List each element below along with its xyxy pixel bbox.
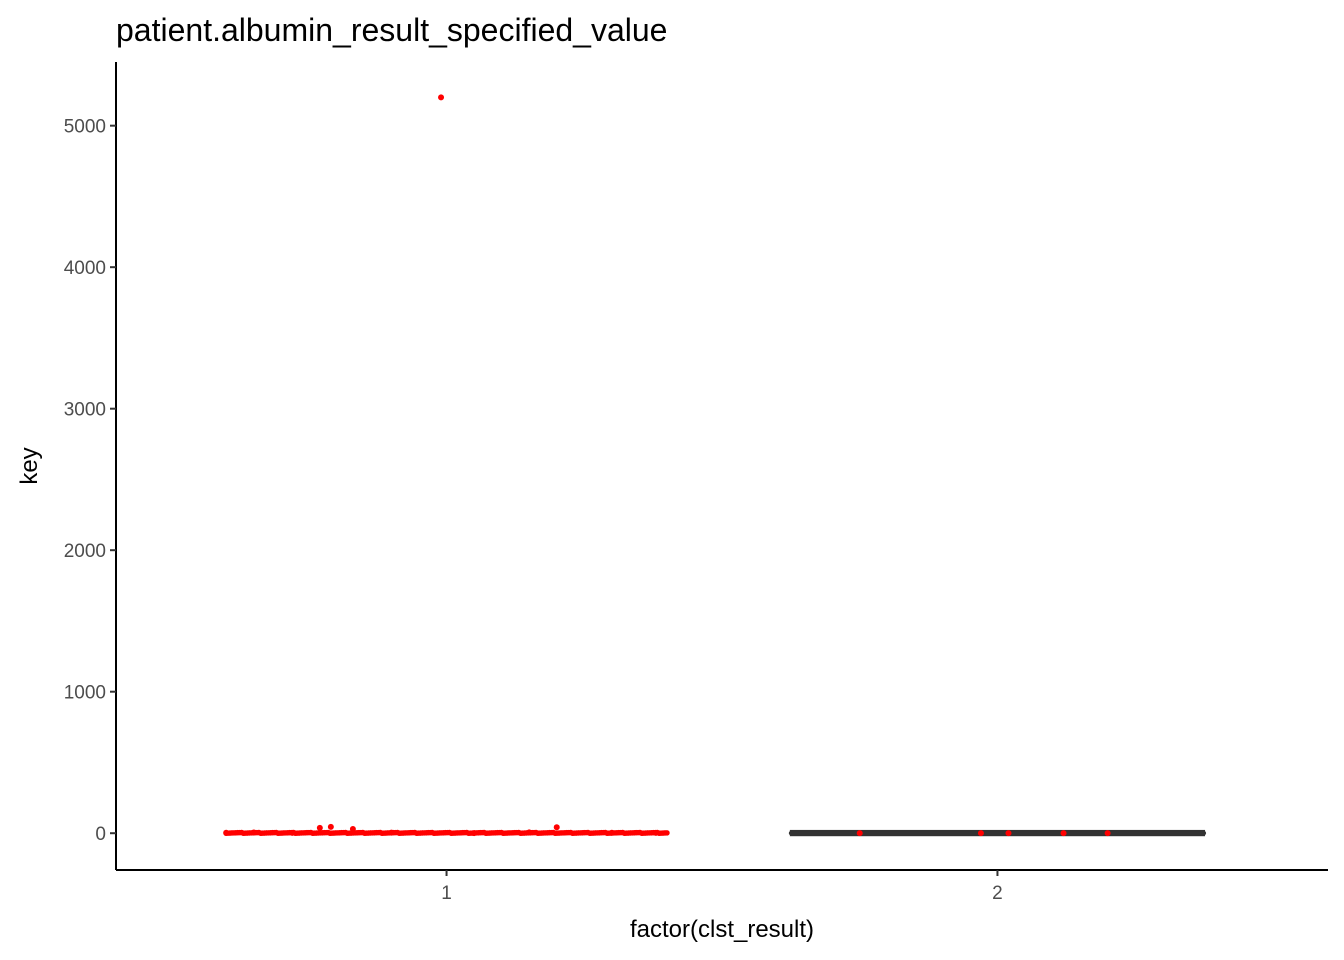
data-point bbox=[652, 829, 659, 836]
data-marks bbox=[223, 94, 1207, 837]
data-point bbox=[289, 829, 296, 836]
data-point bbox=[977, 830, 984, 837]
data-point bbox=[608, 829, 615, 836]
data-point bbox=[349, 825, 356, 832]
data-point bbox=[1005, 830, 1012, 837]
data-point bbox=[438, 94, 445, 101]
x-axis-title: factor(clst_result) bbox=[630, 916, 814, 943]
data-point bbox=[664, 830, 670, 836]
y-tick-label: 2000 bbox=[64, 541, 106, 562]
y-tick-label: 5000 bbox=[64, 117, 106, 138]
data-point bbox=[471, 830, 478, 837]
data-point bbox=[1104, 830, 1111, 837]
plot-area bbox=[223, 94, 1207, 837]
x-tick-label: 1 bbox=[441, 883, 452, 904]
chart-title: patient.albumin_result_specified_value bbox=[116, 12, 667, 48]
y-tick-label: 3000 bbox=[64, 400, 106, 421]
y-axis-ticks: 0 1000 2000 3000 4000 5000 bbox=[64, 117, 116, 845]
y-tick-label: 0 bbox=[95, 824, 106, 845]
data-point bbox=[1060, 830, 1067, 837]
series-group-2 bbox=[788, 829, 1207, 837]
y-tick-label: 1000 bbox=[64, 683, 106, 704]
y-tick-label: 4000 bbox=[64, 258, 106, 279]
data-point bbox=[327, 823, 334, 830]
data-point bbox=[526, 829, 533, 836]
x-tick-label: 2 bbox=[992, 883, 1003, 904]
series-group-1 bbox=[223, 94, 670, 837]
data-point bbox=[250, 829, 257, 836]
y-axis-title: key bbox=[16, 447, 43, 484]
data-point bbox=[553, 824, 560, 831]
data-point bbox=[388, 829, 395, 836]
data-point bbox=[223, 829, 230, 836]
data-point bbox=[316, 824, 323, 831]
data-point bbox=[856, 830, 863, 837]
